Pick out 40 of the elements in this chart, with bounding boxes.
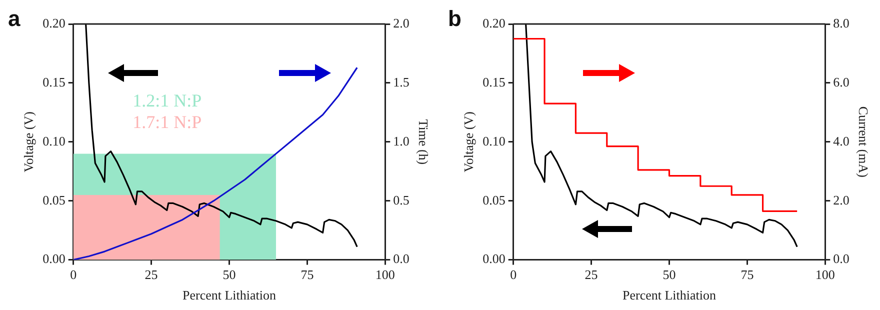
x-tick-label: 100 [375, 267, 395, 282]
chart-title: b [448, 6, 462, 31]
y2-tick-label: 0.0 [393, 251, 410, 266]
y-axis-title: Voltage (V) [21, 112, 36, 172]
x-tick-label: 50 [222, 267, 236, 282]
text: 1.7:1 N:P [132, 112, 202, 132]
y-tick-label: 0.15 [42, 74, 66, 90]
y2-axis-title: Time (h) [416, 119, 431, 165]
y2-tick-label: 0.0 [833, 251, 850, 266]
x-axis-title: Percent Lithiation [182, 288, 276, 303]
y2-tick-label: 4.0 [833, 133, 850, 148]
x-tick-label: 0 [70, 267, 77, 282]
x-tick-label: 75 [300, 267, 314, 282]
y2-tick-label: 2.0 [833, 192, 850, 208]
x-axis-title: Percent Lithiation [622, 288, 716, 303]
y2-axis-title: Current (mA) [856, 106, 871, 178]
x-tick-label: 75 [740, 267, 754, 282]
y-tick-label: 0.10 [482, 133, 506, 148]
x-tick-label: 100 [815, 267, 835, 282]
y-tick-label: 0.00 [482, 251, 506, 266]
y2-tick-label: 6.0 [833, 74, 850, 90]
y-axis-title: Voltage (V) [461, 112, 476, 172]
text: 1.2:1 N:P [132, 90, 202, 111]
y-tick-label: 0.05 [482, 192, 506, 208]
y-tick-label: 0.10 [42, 133, 66, 148]
y2-tick-label: 1.5 [393, 74, 410, 90]
x-tick-label: 50 [662, 267, 676, 282]
chart-title: a [8, 6, 21, 31]
y-tick-label: 0.20 [482, 15, 506, 30]
y2-tick-label: 0.5 [393, 192, 410, 208]
x-tick-label: 25 [584, 267, 598, 282]
y-tick-label: 0.15 [482, 74, 506, 90]
x-tick-label: 0 [510, 267, 517, 282]
y-tick-label: 0.05 [42, 192, 66, 208]
y-tick-label: 0.00 [42, 251, 66, 266]
y-tick-label: 0.20 [42, 15, 66, 30]
x-tick-label: 25 [144, 267, 158, 282]
y2-tick-label: 1.0 [393, 133, 410, 148]
y2-tick-label: 2.0 [393, 15, 410, 30]
y2-tick-label: 8.0 [833, 15, 850, 30]
